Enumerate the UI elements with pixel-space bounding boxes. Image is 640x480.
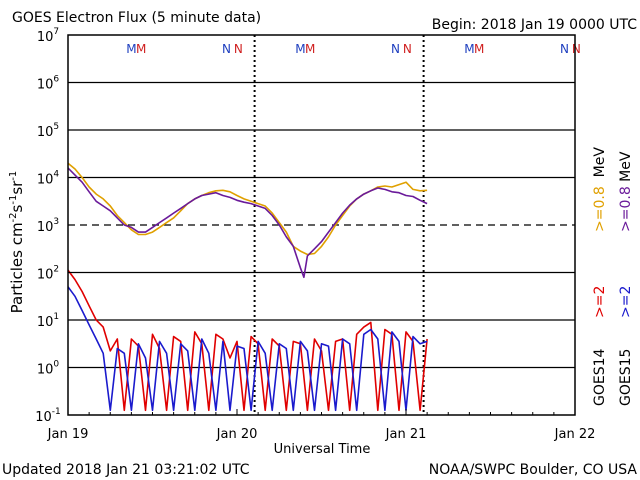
y-axis-label-mid1: s: [8, 204, 26, 212]
x-tick-label: Jan 20: [216, 427, 258, 442]
y-axis-label-exp3: -1: [8, 171, 19, 181]
series-line-2: [67, 269, 428, 412]
x-tick-label: Jan 19: [47, 427, 89, 442]
y-tick-label: 107: [37, 27, 59, 45]
legend-entry: >=0.8 MeV: [618, 151, 634, 232]
y-tick-label: 104: [37, 170, 60, 188]
marker-m: M: [305, 42, 315, 56]
y-tick-label: 105: [37, 122, 59, 140]
marker-n: N: [403, 42, 412, 56]
y-tick-label: 102: [37, 265, 59, 283]
y-tick-label: 100: [37, 360, 60, 378]
marker-m: M: [126, 42, 136, 56]
marker-n: N: [572, 42, 581, 56]
legend-entry: >=0.8 MeV: [592, 147, 608, 232]
data-series: [67, 162, 428, 412]
begin-label: Begin: 2018 Jan 19 0000 UTC: [432, 17, 637, 33]
series-line-1: [67, 167, 428, 279]
legend-entry: >=2: [592, 286, 608, 318]
marker-n: N: [234, 42, 243, 56]
grid-lines: [68, 81, 575, 369]
y-axis-label-mid2: sr: [8, 180, 26, 195]
legend-entry: GOES14: [592, 348, 608, 406]
marker-m: M: [136, 42, 146, 56]
marker-m: M: [464, 42, 474, 56]
marker-n: N: [560, 42, 569, 56]
y-tick-label: 106: [37, 75, 60, 93]
legend: >=0.8 MeV >=2 GOES14 >=0.8 MeV >=2 GOES15: [592, 147, 634, 406]
x-tick-label: Jan 22: [554, 427, 596, 442]
marker-m: M: [474, 42, 484, 56]
marker-n: N: [391, 42, 400, 56]
legend-entry: >=2: [618, 286, 634, 318]
y-axis-label: Particles cm-2s-1sr-1: [8, 171, 26, 314]
y-tick-label: 101: [37, 312, 59, 330]
y-tick-label: 103: [37, 217, 59, 235]
y-tick-label: 10-1: [35, 407, 61, 425]
y-axis-label-base: Particles cm: [8, 222, 26, 313]
chart-title: GOES Electron Flux (5 minute data): [12, 10, 261, 26]
y-axis-ticks: 10-1 100 101 102 103 104 105 106 107: [35, 27, 74, 425]
series-line-3: [67, 286, 428, 412]
x-axis-ticks: Jan 19 Jan 20 Jan 21 Jan 22: [47, 409, 596, 442]
y-axis-label-exp2: -1: [8, 195, 19, 205]
x-tick-label: Jan 21: [385, 427, 427, 442]
y-axis-label-exp1: -2: [8, 212, 19, 222]
marker-m: M: [295, 42, 305, 56]
updated-label: Updated 2018 Jan 21 03:21:02 UTC: [2, 462, 250, 478]
credit-label: NOAA/SWPC Boulder, CO USA: [429, 462, 638, 478]
legend-entry: GOES15: [618, 349, 634, 406]
x-axis-label: Universal Time: [274, 442, 371, 457]
marker-n: N: [222, 42, 231, 56]
